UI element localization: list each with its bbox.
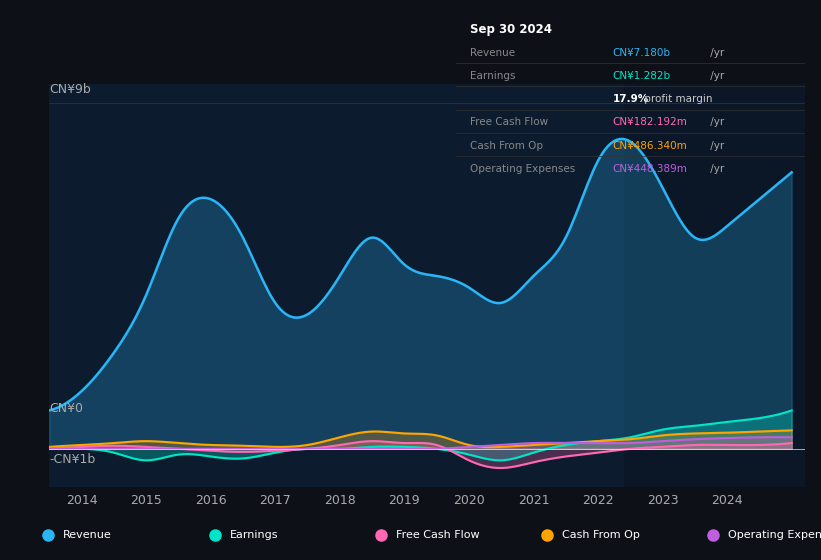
Text: Free Cash Flow: Free Cash Flow <box>396 530 479 540</box>
Bar <box>624 84 805 487</box>
Text: Revenue: Revenue <box>470 48 515 58</box>
Text: Free Cash Flow: Free Cash Flow <box>470 118 548 127</box>
Text: /yr: /yr <box>707 164 724 174</box>
Text: CN¥7.180b: CN¥7.180b <box>612 48 671 58</box>
Text: profit margin: profit margin <box>640 94 712 104</box>
Text: Operating Expenses: Operating Expenses <box>470 164 575 174</box>
Text: -CN¥1b: -CN¥1b <box>49 452 95 466</box>
Text: CN¥1.282b: CN¥1.282b <box>612 71 671 81</box>
Text: Cash From Op: Cash From Op <box>470 141 543 151</box>
Text: Operating Expenses: Operating Expenses <box>728 530 821 540</box>
Text: /yr: /yr <box>707 141 724 151</box>
Text: Earnings: Earnings <box>229 530 278 540</box>
Text: 17.9%: 17.9% <box>612 94 649 104</box>
Text: Cash From Op: Cash From Op <box>562 530 640 540</box>
Text: /yr: /yr <box>707 118 724 127</box>
Text: Revenue: Revenue <box>63 530 112 540</box>
Text: CN¥182.192m: CN¥182.192m <box>612 118 687 127</box>
Text: Sep 30 2024: Sep 30 2024 <box>470 23 552 36</box>
Text: /yr: /yr <box>707 71 724 81</box>
Text: /yr: /yr <box>707 48 724 58</box>
Text: Earnings: Earnings <box>470 71 515 81</box>
Text: CN¥486.340m: CN¥486.340m <box>612 141 687 151</box>
Text: CN¥0: CN¥0 <box>49 402 83 416</box>
Text: CN¥9b: CN¥9b <box>49 83 91 96</box>
Text: CN¥448.389m: CN¥448.389m <box>612 164 687 174</box>
